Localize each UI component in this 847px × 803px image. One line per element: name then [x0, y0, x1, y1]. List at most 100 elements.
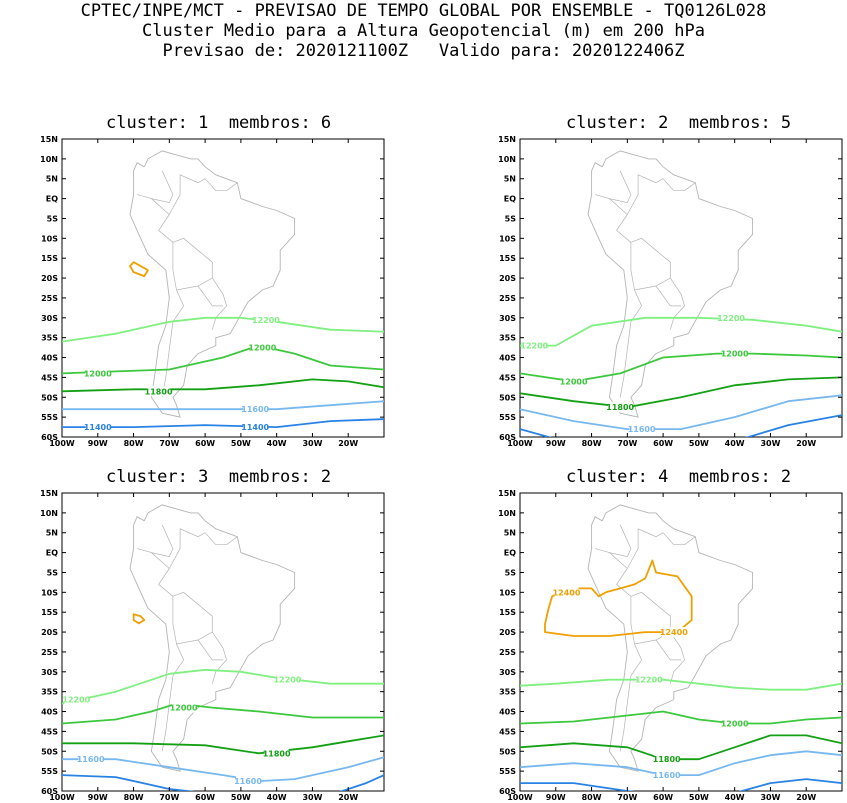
y-tick-label: 55S	[499, 413, 516, 422]
y-tick-label: 40S	[41, 354, 58, 363]
coastline	[587, 150, 754, 418]
panel-1-title: cluster: 1 membros: 6	[106, 113, 332, 133]
y-tick-label: EQ	[504, 195, 516, 204]
y-tick-label: 15S	[499, 254, 516, 263]
y-tick-label: 10N	[40, 509, 58, 518]
x-tick-label: 50W	[231, 439, 251, 448]
contour-label: 12200	[252, 316, 280, 325]
country-border	[595, 548, 632, 625]
x-tick-label: 20W	[338, 793, 358, 802]
country-border	[168, 528, 206, 569]
contour-line	[520, 316, 842, 347]
contour-label: 11600	[241, 405, 269, 414]
contour-label-bg	[243, 422, 268, 433]
y-tick-label: 15N	[40, 135, 58, 144]
y-tick-label: 15S	[41, 254, 58, 263]
y-tick-label: 20S	[41, 628, 58, 637]
country-border	[609, 524, 632, 558]
contour-label-bg	[146, 386, 171, 397]
contour-line	[520, 428, 552, 437]
y-tick-label: 5S	[505, 214, 517, 223]
country-border	[211, 631, 227, 684]
panel-4-map: 12400 12400 12200 12000 11800 11600 15N 10N 5N EQ…	[498, 489, 843, 802]
contour-label-bg	[554, 587, 579, 598]
x-tick-label: 30W	[302, 793, 322, 802]
contour-label: 12000	[84, 369, 112, 378]
y-tick-label: 50S	[499, 393, 516, 402]
x-tick-label: 90W	[546, 793, 566, 802]
map-frame	[519, 492, 843, 792]
panel-4-title: cluster: 4 membros: 2	[566, 467, 792, 487]
contour-label-bg	[608, 402, 633, 413]
panel-3-title: cluster: 3 membros: 2	[106, 467, 332, 487]
x-tick-label: 90W	[88, 793, 108, 802]
contour-label-bg	[243, 404, 268, 415]
y-tick-label: 55S	[41, 767, 58, 776]
y-tick-label: 5S	[47, 568, 59, 577]
y-tick-label: 50S	[41, 747, 58, 756]
x-tick-label: 40W	[267, 793, 287, 802]
x-tick-label: 100W	[507, 793, 533, 802]
y-tick-label: 55S	[499, 767, 516, 776]
country-border	[626, 528, 664, 569]
panel-2-title: cluster: 2 membros: 5	[566, 113, 792, 133]
y-tick-label: 15S	[499, 608, 516, 617]
y-tick-label: 20S	[499, 628, 516, 637]
country-border	[211, 277, 227, 330]
contour-label-bg	[629, 424, 654, 435]
y-tick-label: 55S	[41, 413, 58, 422]
contour-label-bg	[661, 627, 686, 638]
contour-label: 11600	[653, 771, 681, 780]
country-border	[595, 194, 632, 271]
contour-label-bg	[236, 776, 261, 787]
y-tick-label: 25S	[499, 648, 516, 657]
header-line-3: Previsao de: 2020121100Z Valido para: 20…	[162, 41, 685, 61]
y-tick-label: 50S	[41, 393, 58, 402]
contour-label-bg	[654, 770, 679, 781]
contour-line	[62, 344, 384, 375]
y-tick-label: 30S	[499, 314, 516, 323]
country-border	[137, 548, 174, 625]
x-tick-label: 70W	[159, 439, 179, 448]
contour-label: 11600	[234, 777, 262, 786]
contour-line	[544, 559, 693, 637]
y-tick-label: 15N	[498, 489, 516, 498]
contour-label: 12400	[553, 588, 581, 597]
country-border	[197, 285, 223, 307]
country-border	[204, 178, 238, 192]
y-tick-label: 10N	[498, 155, 516, 164]
country-border	[669, 631, 685, 684]
y-tick-label: 45S	[41, 727, 58, 736]
y-tick-label: 15N	[40, 489, 58, 498]
x-tick-label: 40W	[725, 793, 745, 802]
contour-label-bg	[264, 748, 289, 759]
country-border	[197, 639, 223, 661]
x-tick-label: 50W	[231, 793, 251, 802]
contour-label: 12000	[560, 377, 588, 386]
contour-label: 11600	[628, 425, 656, 434]
contour-label: 11800	[263, 749, 291, 758]
contour-line	[520, 376, 842, 409]
y-tick-label: 20S	[41, 274, 58, 283]
y-tick-label: 5S	[47, 214, 59, 223]
contour-label: 12200	[62, 696, 90, 705]
contour-label-bg	[722, 718, 747, 729]
contour-label: 12000	[721, 719, 749, 728]
y-tick-label: 10N	[498, 509, 516, 518]
map-frame	[61, 492, 385, 792]
contour-label-bg	[719, 312, 744, 323]
contour-label-bg	[253, 314, 278, 325]
contour-label: 12200	[520, 342, 548, 351]
x-tick-label: 30W	[760, 793, 780, 802]
contour-label-bg	[561, 376, 586, 387]
contour-label-bg	[654, 754, 679, 765]
map-frame	[61, 138, 385, 438]
country-border	[630, 591, 671, 645]
x-tick-label: 60W	[195, 793, 215, 802]
contour-label-bg	[722, 348, 747, 359]
contour-line	[520, 750, 842, 776]
y-tick-label: 45S	[41, 373, 58, 382]
x-tick-label: 80W	[582, 793, 602, 802]
contour-line	[129, 261, 149, 277]
